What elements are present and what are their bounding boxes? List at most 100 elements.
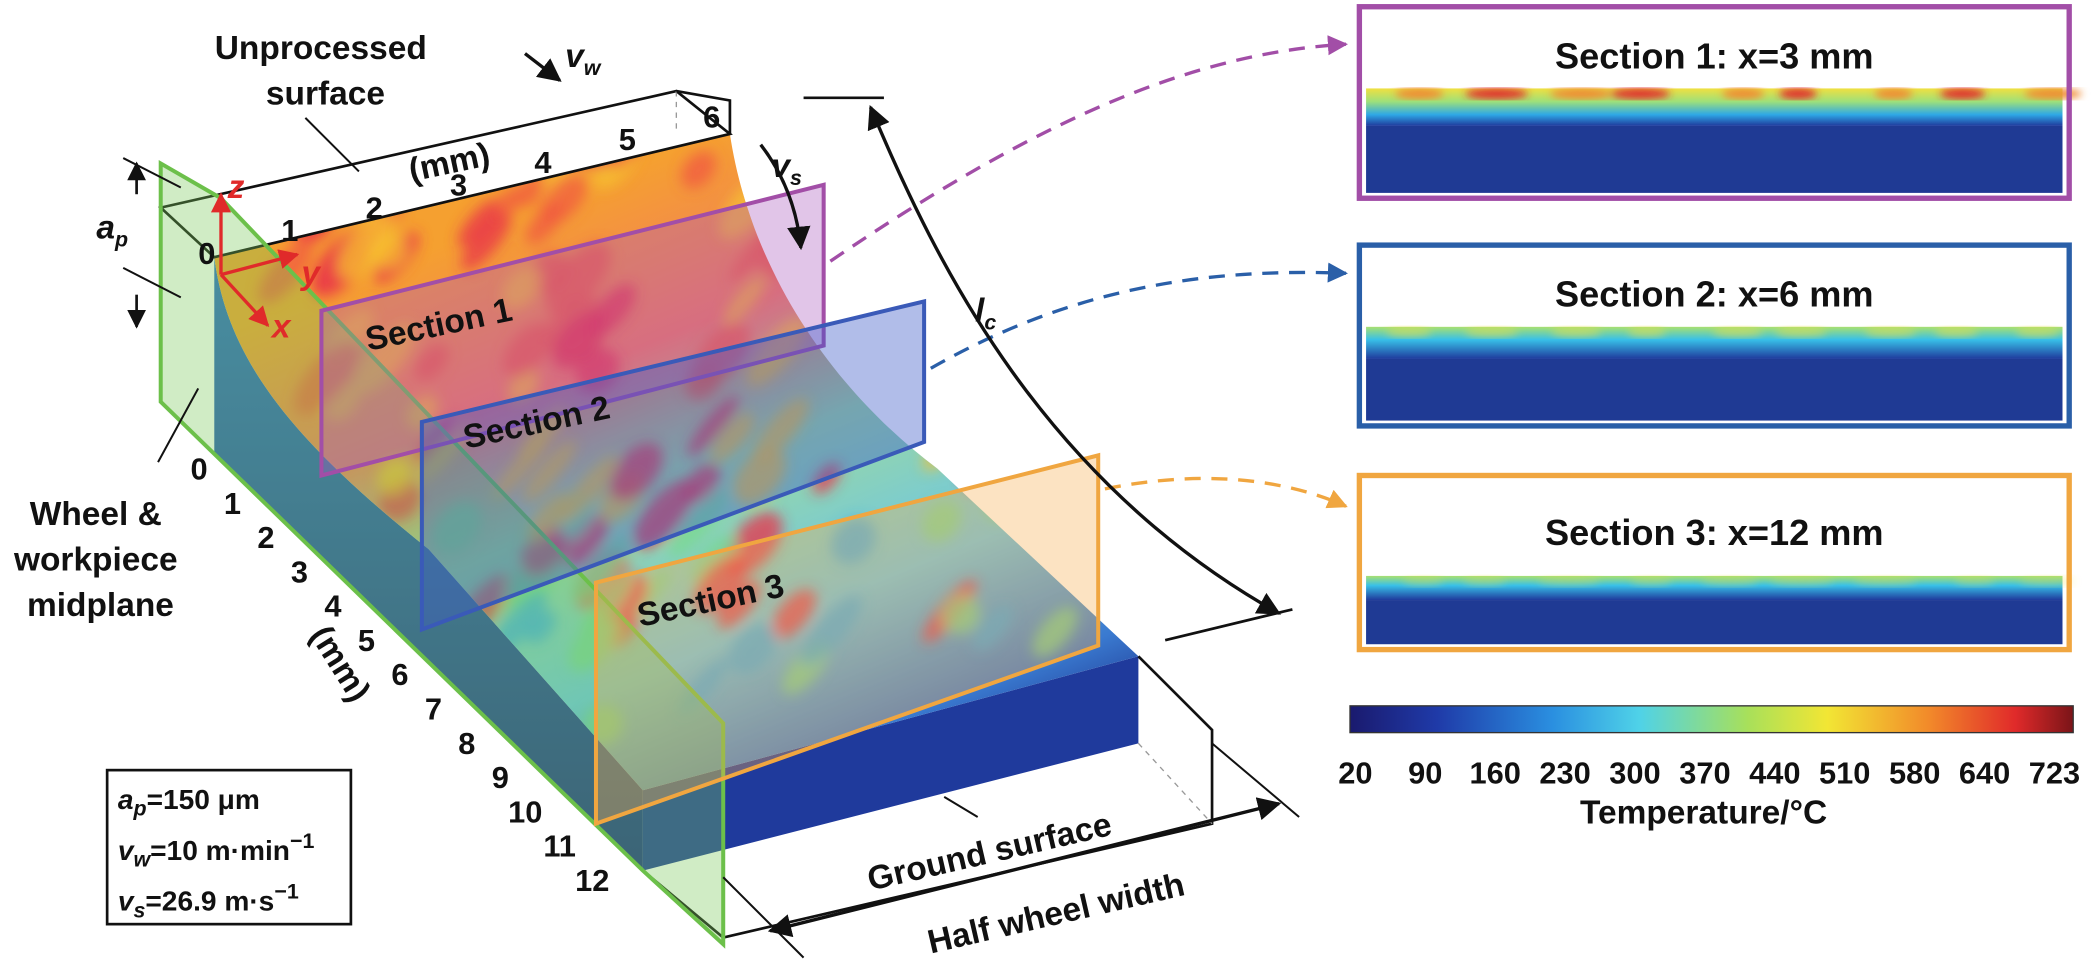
- heat-spot: [1775, 326, 1828, 338]
- section-panel: Section 2: x=6 mm: [1356, 242, 2072, 429]
- heat-spot: [900, 76, 943, 122]
- heat-spot: [910, 15, 971, 81]
- heat-spot: [414, 344, 449, 381]
- heat-spot: [1465, 88, 1528, 100]
- heat-spot: [771, 589, 816, 639]
- section-arrow: [1104, 476, 1348, 509]
- heat-spot: [1550, 326, 1602, 338]
- midplane-label: Wheel & workpiece midplane: [13, 496, 187, 624]
- parameter: vs=26.9 m·s−1: [118, 880, 299, 923]
- colorbar: [1349, 705, 2074, 734]
- y-unit: (mm): [405, 136, 493, 189]
- heat-spot: [503, 323, 553, 378]
- origin-label: 0: [198, 236, 215, 271]
- panel-title: Section 1: x=3 mm: [1555, 35, 1874, 76]
- heat-spot: [602, 574, 649, 626]
- panel-title: Section 2: x=6 mm: [1555, 274, 1874, 315]
- x-tick-label: 4: [324, 589, 341, 624]
- colorbar-tick-label: 440: [1749, 756, 1800, 791]
- colorbar-tick-label: 723: [2029, 756, 2080, 791]
- heat-spot: [669, 488, 729, 559]
- vs-arrow: [759, 143, 811, 251]
- heat-spot: [711, 412, 755, 463]
- vw-label: vw: [565, 38, 602, 80]
- heat-spot: [733, 447, 786, 505]
- axes: z y x 0: [198, 169, 321, 345]
- heat-spot: [1769, 575, 1834, 587]
- dimension-line: [1211, 742, 1300, 818]
- heat-spot: [1627, 326, 1667, 338]
- heat-spot: [728, 622, 778, 675]
- colorbar-title: Temperature/°C: [1580, 795, 1827, 832]
- parameter-box: [105, 768, 353, 926]
- heat-spot: [1385, 326, 1432, 338]
- heat-spot: [419, 421, 471, 483]
- panel-spots: [1402, 575, 2075, 587]
- heat-spot: [352, 322, 416, 395]
- colorbar-tick-label: 640: [1959, 756, 2010, 791]
- heat-spot: [1954, 575, 1995, 587]
- hidden-edge: [1137, 742, 1213, 825]
- colorbar-tick-label: 580: [1889, 756, 1940, 791]
- y-tick-label: 6: [703, 99, 720, 134]
- heat-spot: [1402, 575, 1444, 587]
- heat-spot: [523, 440, 577, 503]
- leader: [157, 387, 200, 463]
- heat-spot: [717, 580, 761, 629]
- panel-substrate: [1366, 358, 2063, 421]
- leader: [943, 796, 979, 818]
- heat-spot: [883, 1, 966, 91]
- heat-spot: [1032, 606, 1078, 658]
- section-arrow: [829, 35, 1348, 263]
- x-tick-label: 3: [291, 554, 308, 589]
- heat-spot: [687, 396, 739, 457]
- heat-spot: [1701, 575, 1759, 587]
- heat-spot: [970, 204, 1016, 256]
- section-panel: Section 1: x=3 mm: [1356, 4, 2083, 201]
- section-plane-1: [319, 182, 826, 479]
- vw-arrow: [523, 52, 562, 82]
- panel-substrate: [1366, 600, 2063, 645]
- axis-label: x: [270, 309, 292, 346]
- heat-spot: [1779, 88, 1817, 100]
- heat-spot: [1939, 88, 1986, 100]
- leader: [304, 117, 360, 173]
- y-tick-label: 3: [450, 168, 467, 203]
- x-tick-label: 7: [425, 692, 442, 727]
- heat-spot: [501, 266, 542, 310]
- heat-spot: [2024, 88, 2083, 100]
- colorbar-tick-label: 160: [1469, 756, 1520, 791]
- heat-spot: [490, 188, 522, 223]
- heat-spot: [1395, 88, 1444, 100]
- heat-spot: [683, 463, 721, 504]
- heat-spot: [752, 398, 809, 463]
- x-tick-label: 1: [224, 486, 241, 521]
- heat-spot: [294, 341, 360, 415]
- heat-spot: [1864, 326, 1917, 338]
- dimension-arrow: [767, 797, 1282, 938]
- colorbar-tick-label: 370: [1679, 756, 1730, 791]
- lc-arc: [867, 105, 1282, 615]
- heat-spot: [588, 283, 636, 337]
- vs-label: vs: [771, 148, 802, 190]
- heat-spot: [518, 404, 568, 461]
- panel-spots: [1385, 326, 2060, 338]
- heat-spot: [2018, 575, 2075, 587]
- panel-substrate: [1366, 125, 2063, 193]
- heat-spot: [930, 353, 988, 418]
- heat-spot: [609, 442, 663, 501]
- heat-spot: [1059, 359, 1119, 429]
- heat-spot: [940, 259, 999, 325]
- x-tick-label: 5: [358, 623, 375, 658]
- heat-spot: [457, 199, 499, 247]
- panel-border: [1356, 242, 2072, 429]
- axis-label: y: [299, 255, 321, 292]
- heat-spot: [862, 133, 928, 192]
- heat-spot: [1610, 88, 1671, 100]
- heat-spot: [678, 657, 729, 716]
- heat-spot: [1136, 536, 1139, 597]
- heat-spot: [1853, 575, 1917, 587]
- axis-label: z: [227, 169, 245, 206]
- x-tick-label: 2: [257, 520, 274, 555]
